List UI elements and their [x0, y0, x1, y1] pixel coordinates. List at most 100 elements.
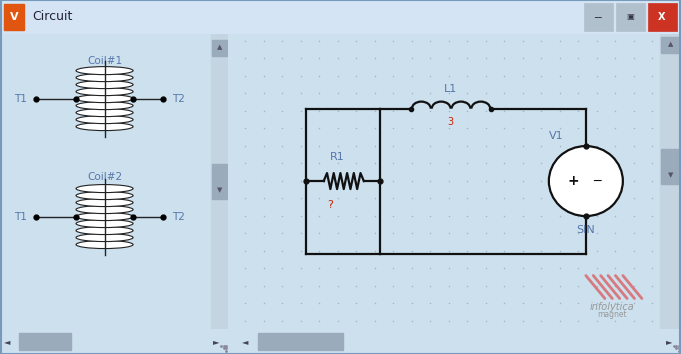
Point — [647, 230, 658, 236]
Point — [592, 160, 603, 166]
Point — [240, 55, 251, 61]
Point — [462, 283, 473, 289]
Point — [573, 125, 584, 131]
Text: ▲: ▲ — [217, 45, 222, 51]
Point — [573, 73, 584, 79]
Point — [536, 125, 547, 131]
Bar — [258, 333, 343, 350]
Text: Coil#2: Coil#2 — [87, 172, 122, 182]
Point — [407, 38, 417, 44]
Point — [351, 300, 362, 306]
Bar — [584, 3, 613, 31]
Point — [518, 178, 528, 183]
Point — [425, 178, 436, 183]
Bar — [4, 4, 24, 30]
Bar — [661, 36, 680, 53]
Text: 3: 3 — [447, 116, 454, 127]
Point — [259, 73, 270, 79]
Text: ─: ─ — [592, 175, 600, 188]
Point — [443, 73, 454, 79]
Point — [314, 55, 325, 61]
Point — [407, 108, 417, 113]
Point — [610, 38, 621, 44]
Point — [499, 125, 510, 131]
Point — [351, 213, 362, 218]
Point — [314, 265, 325, 271]
Point — [462, 230, 473, 236]
Point — [647, 90, 658, 96]
Point — [240, 318, 251, 323]
Point — [332, 318, 343, 323]
Point — [370, 230, 381, 236]
Point — [554, 160, 565, 166]
Point — [240, 248, 251, 253]
Ellipse shape — [76, 212, 133, 221]
Point — [388, 160, 399, 166]
Point — [351, 230, 362, 236]
Point — [518, 73, 528, 79]
Point — [277, 265, 288, 271]
Point — [277, 230, 288, 236]
Point — [370, 125, 381, 131]
Point — [332, 300, 343, 306]
Point — [629, 73, 639, 79]
Point — [332, 90, 343, 96]
Point — [554, 283, 565, 289]
Point — [425, 73, 436, 79]
Point — [554, 213, 565, 218]
Point — [536, 108, 547, 113]
Point — [647, 108, 658, 113]
Point — [332, 55, 343, 61]
Point — [425, 90, 436, 96]
Point — [536, 283, 547, 289]
Point — [259, 90, 270, 96]
Bar — [211, 34, 228, 329]
Point — [629, 160, 639, 166]
Point — [314, 318, 325, 323]
Point — [332, 195, 343, 201]
Point — [259, 318, 270, 323]
Text: ►: ► — [212, 337, 219, 346]
Point — [554, 38, 565, 44]
Point — [332, 38, 343, 44]
Point — [314, 283, 325, 289]
Point — [554, 143, 565, 148]
Point — [647, 248, 658, 253]
Point — [647, 160, 658, 166]
Point — [554, 125, 565, 131]
Point — [592, 265, 603, 271]
Point — [407, 160, 417, 166]
Point — [240, 265, 251, 271]
Point — [481, 213, 492, 218]
Ellipse shape — [76, 219, 133, 228]
Ellipse shape — [76, 199, 133, 207]
Point — [332, 213, 343, 218]
Point — [296, 38, 306, 44]
Point — [314, 143, 325, 148]
Text: X: X — [659, 12, 666, 22]
Point — [554, 178, 565, 183]
Point — [296, 178, 306, 183]
Point — [536, 213, 547, 218]
Point — [370, 248, 381, 253]
Point — [443, 125, 454, 131]
Point — [518, 108, 528, 113]
Point — [592, 283, 603, 289]
Point — [443, 90, 454, 96]
Ellipse shape — [76, 184, 133, 193]
Point — [407, 283, 417, 289]
Point — [592, 178, 603, 183]
Point — [351, 73, 362, 79]
Point — [499, 160, 510, 166]
Point — [499, 300, 510, 306]
Point — [240, 90, 251, 96]
Point — [518, 125, 528, 131]
Point — [554, 55, 565, 61]
Circle shape — [549, 146, 623, 216]
Text: ▲: ▲ — [668, 42, 673, 48]
Point — [629, 143, 639, 148]
Text: ▼: ▼ — [217, 188, 222, 194]
Point — [462, 195, 473, 201]
Point — [462, 265, 473, 271]
Point — [351, 90, 362, 96]
